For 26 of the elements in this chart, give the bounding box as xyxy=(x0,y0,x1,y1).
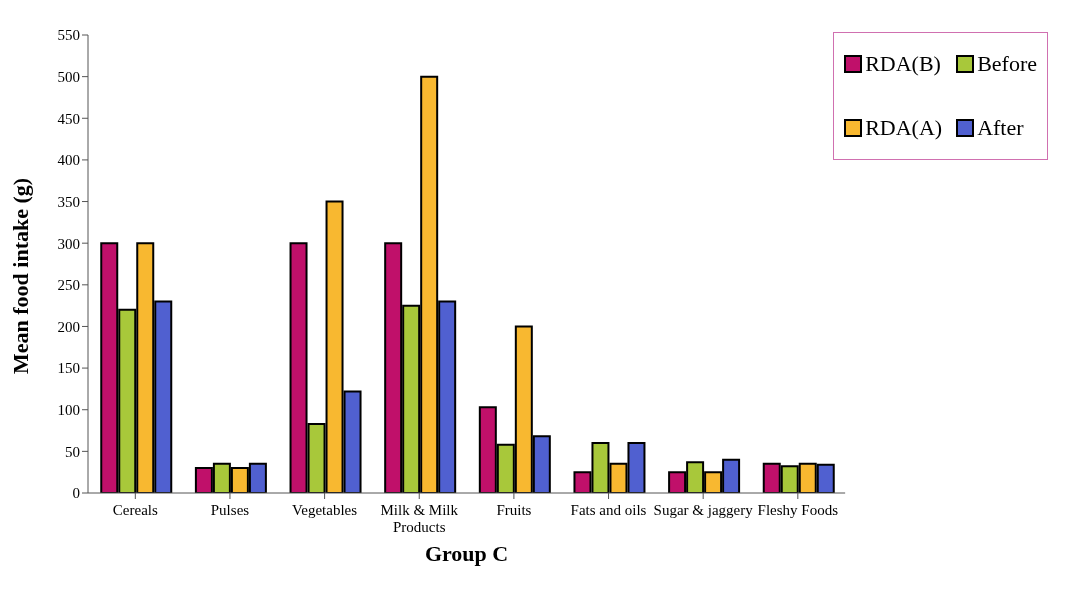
y-tick-label: 0 xyxy=(72,485,80,502)
y-tick-label: 500 xyxy=(57,68,80,85)
y-tick-label: 400 xyxy=(57,152,80,169)
y-tick-label: 450 xyxy=(57,110,80,127)
y-tick-label: 100 xyxy=(57,402,80,419)
legend-label: RDA(A) xyxy=(865,115,943,141)
x-tick-label: Sugar & jaggery xyxy=(653,502,754,518)
y-axis-title: Mean food intake (g) xyxy=(7,177,33,374)
y-tick-label: 550 xyxy=(57,27,80,44)
x-tick-label: Cereals xyxy=(112,502,158,518)
legend-label: After xyxy=(977,115,1024,141)
y-tick-label: 150 xyxy=(57,360,80,377)
legend-label: Before xyxy=(977,51,1037,77)
y-tick-label: 300 xyxy=(57,235,80,252)
x-tick-label: Vegetables xyxy=(292,502,358,518)
x-axis-title: Group C xyxy=(424,541,509,566)
x-tick-label: Fats and oils xyxy=(570,502,647,518)
x-tick-label: Fruits xyxy=(496,502,532,518)
x-tick-label: Milk & Milk Products xyxy=(380,502,459,535)
x-tick-label: Pulses xyxy=(210,502,250,518)
x-tick-label: Fleshy Foods xyxy=(757,502,839,518)
y-tick-label: 50 xyxy=(65,443,80,460)
legend-label: RDA(B) xyxy=(865,51,941,77)
y-tick-label: 350 xyxy=(57,193,80,210)
y-tick-label: 200 xyxy=(57,318,80,335)
y-tick-label: 250 xyxy=(57,277,80,294)
